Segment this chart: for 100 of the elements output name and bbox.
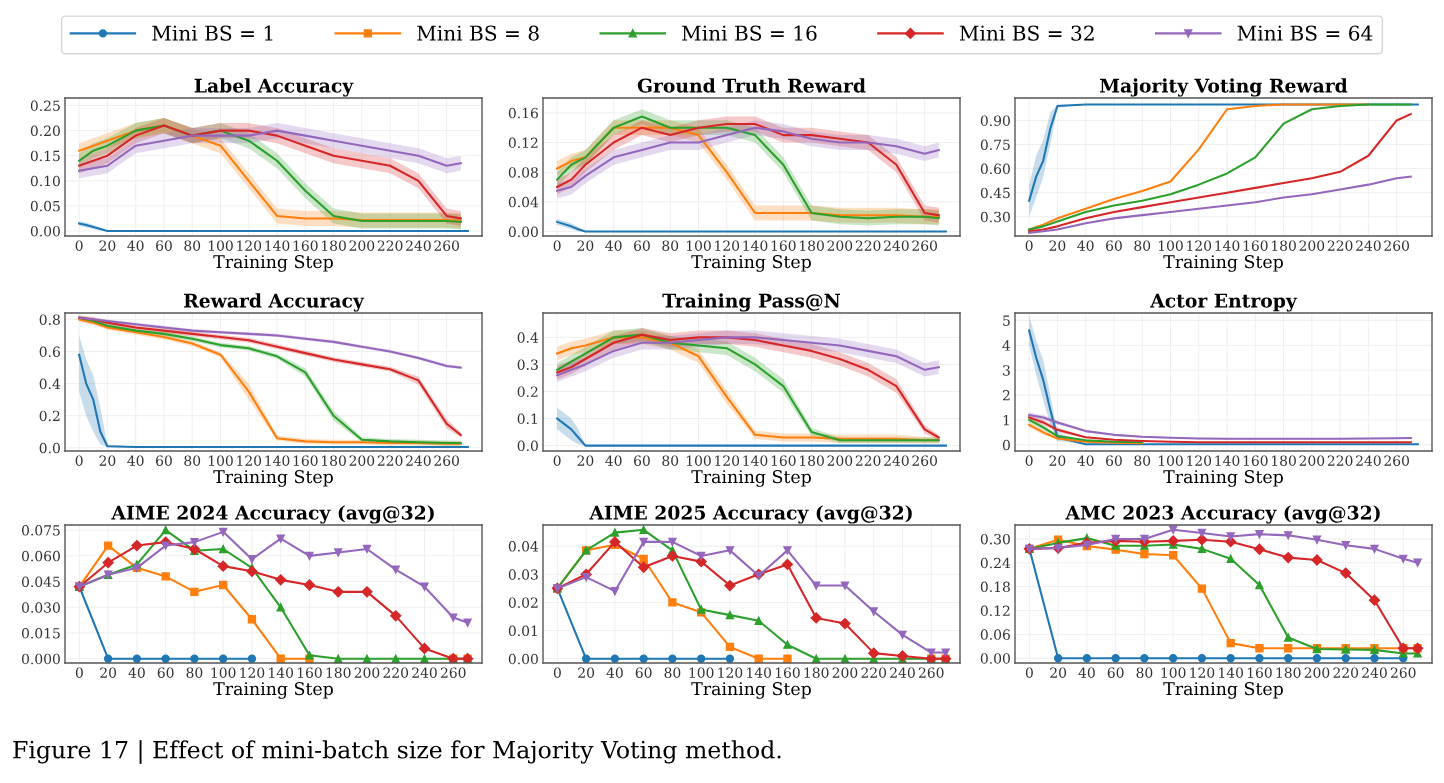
x-tick-label: 140: [747, 667, 772, 678]
x-tick-label: 120: [237, 455, 262, 466]
x-tick-label: 20: [1050, 667, 1067, 678]
legend-label: Mini BS = 8: [417, 25, 539, 41]
x-tick-label: 40: [128, 667, 145, 678]
x-axis-title: Training Step: [691, 470, 811, 487]
x-tick-label: 260: [1384, 455, 1409, 466]
x-tick-label: 140: [269, 667, 294, 678]
y-tick-label: 0.15: [30, 150, 60, 162]
y-tick-label: 0.075: [21, 525, 60, 536]
x-tick-label: 240: [406, 455, 431, 466]
y-tick-label: 0.12: [508, 137, 538, 148]
x-tick-label: 20: [1049, 240, 1066, 251]
x-tick-label: 120: [240, 667, 265, 678]
x-tick-label: 120: [1187, 240, 1212, 251]
y-tick-label: 0.4: [517, 332, 539, 343]
x-tick-label: 60: [157, 667, 174, 678]
x-tick-label: 240: [412, 667, 437, 678]
x-axis-title: Training Step: [213, 470, 333, 487]
y-tick-label: 0.8: [39, 314, 60, 325]
y-tick-label: 0.30: [980, 211, 1010, 223]
x-tick-label: 100: [1158, 455, 1183, 466]
x-tick-label: 260: [1390, 667, 1416, 678]
x-tick-label: 20: [578, 667, 595, 678]
y-tick-label: 0.01: [508, 625, 537, 637]
x-tick-label: 60: [156, 455, 172, 466]
y-tick-label: 0.00: [30, 225, 60, 237]
chart-title: AIME 2025 Accuracy (avg@32): [589, 505, 912, 524]
y-tick-label: 0.25: [30, 100, 60, 111]
x-tick-label: 140: [265, 455, 290, 466]
x-tick-label: 80: [662, 455, 679, 466]
x-tick-label: 60: [1106, 455, 1122, 466]
x-tick-label: 0: [1025, 667, 1033, 678]
x-tick-label: 220: [1327, 455, 1353, 466]
x-tick-label: 260: [434, 455, 459, 466]
x-tick-label: 60: [635, 667, 652, 678]
x-tick-label: 160: [293, 455, 318, 466]
x-tick-label: 200: [349, 240, 375, 251]
y-tick-label: 0.75: [980, 139, 1010, 151]
x-tick-label: 200: [349, 455, 375, 466]
y-tick-label: 0.2: [39, 410, 60, 422]
x-tick-label: 100: [1158, 240, 1183, 251]
x-tick-label: 220: [1333, 667, 1359, 678]
y-tick-label: 0.05: [30, 200, 60, 212]
y-tick-label: 0.000: [21, 653, 60, 665]
x-tick-label: 0: [553, 667, 561, 678]
x-tick-label: 220: [377, 455, 403, 466]
y-tick-label: 0.04: [508, 196, 539, 208]
x-tick-label: 220: [383, 667, 409, 678]
x-tick-label: 140: [1219, 667, 1244, 678]
y-tick-label: 5: [1003, 315, 1010, 326]
x-tick-label: 180: [800, 455, 824, 466]
chart-title: Label Accuracy: [194, 78, 354, 97]
x-tick-label: 220: [377, 240, 403, 251]
x-tick-label: 60: [1106, 240, 1122, 251]
x-tick-label: 60: [634, 455, 650, 466]
x-tick-label: 100: [208, 240, 233, 251]
x-tick-label: 0: [553, 455, 561, 466]
x-tick-label: 20: [99, 455, 116, 466]
x-tick-label: 240: [1362, 667, 1387, 678]
y-tick-label: 0.24: [980, 557, 1011, 569]
y-tick-label: 3: [1003, 365, 1010, 376]
legend-label: Mini BS = 64: [1237, 25, 1373, 41]
x-tick-label: 260: [912, 455, 937, 466]
chart-title: Majority Voting Reward: [1100, 78, 1348, 97]
x-tick-label: 120: [237, 240, 262, 251]
y-tick-label: 0.00: [980, 653, 1010, 664]
x-tick-label: 100: [211, 667, 236, 678]
x-axis-title: Training Step: [1163, 255, 1283, 272]
y-tick-label: 0.015: [21, 627, 60, 639]
x-tick-label: 100: [686, 240, 711, 251]
x-axis-title: Training Step: [691, 682, 811, 699]
x-tick-label: 160: [771, 240, 796, 251]
x-tick-label: 220: [861, 667, 887, 678]
x-tick-label: 200: [354, 667, 380, 678]
x-tick-label: 200: [827, 240, 853, 251]
x-axis-title: Training Step: [213, 682, 333, 699]
x-tick-label: 60: [634, 240, 650, 251]
chart-title: Ground Truth Reward: [637, 78, 866, 93]
x-tick-label: 20: [577, 455, 594, 466]
x-tick-label: 240: [884, 455, 909, 466]
chart-title: Reward Accuracy: [184, 293, 365, 312]
x-tick-label: 160: [771, 455, 796, 466]
y-tick-label: 0.18: [980, 581, 1010, 593]
x-tick-label: 40: [606, 667, 623, 678]
y-tick-label: 0.1: [517, 413, 537, 424]
x-tick-label: 20: [1049, 455, 1066, 466]
x-tick-label: 80: [1136, 667, 1153, 678]
x-tick-label: 80: [662, 240, 679, 251]
y-tick-label: 1: [1003, 414, 1009, 426]
x-tick-label: 140: [1215, 240, 1240, 251]
x-tick-label: 140: [1215, 455, 1240, 466]
x-tick-label: 0: [75, 667, 83, 678]
y-tick-label: 0.60: [980, 163, 1010, 175]
x-tick-label: 40: [605, 455, 622, 466]
x-tick-label: 140: [743, 240, 768, 251]
y-tick-label: 0.00: [508, 226, 538, 238]
x-tick-label: 20: [100, 667, 117, 678]
y-tick-label: 0.4: [39, 378, 61, 390]
y-tick-label: 0.08: [508, 167, 538, 178]
